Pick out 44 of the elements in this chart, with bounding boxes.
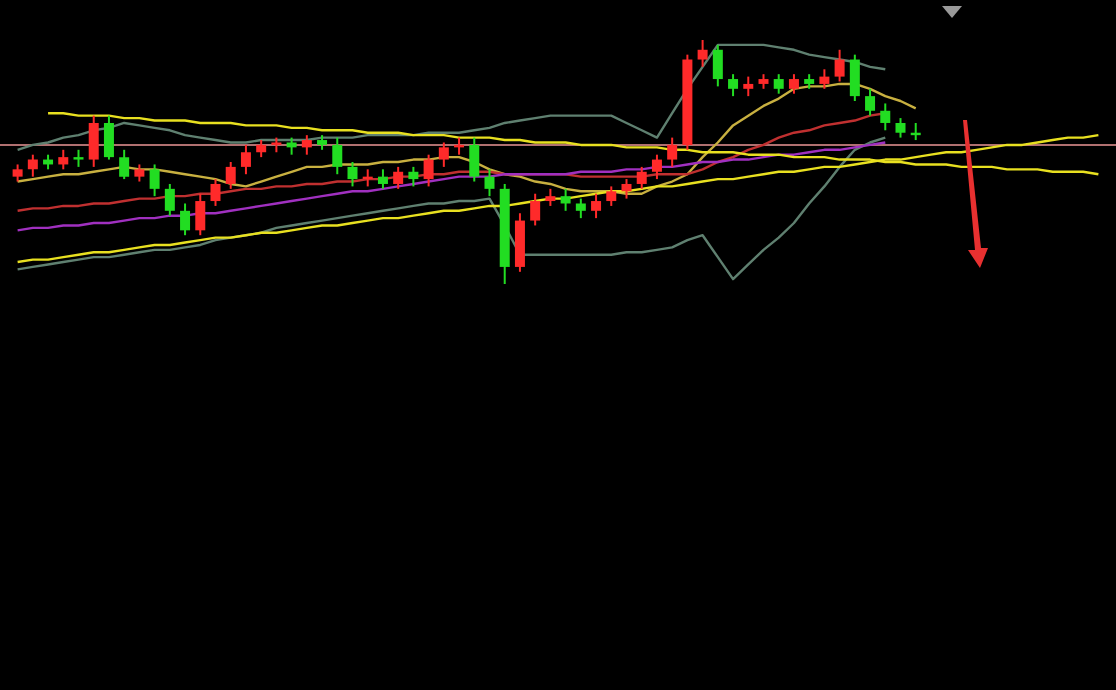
candlestick xyxy=(195,192,206,237)
candlestick xyxy=(651,153,662,181)
candlestick xyxy=(530,192,541,227)
candlestick xyxy=(332,136,343,176)
candlestick xyxy=(560,187,571,212)
candlestick xyxy=(728,73,739,98)
candlestick xyxy=(240,143,251,176)
candlestick xyxy=(58,148,69,171)
candlestick xyxy=(119,148,130,181)
candlestick xyxy=(423,153,434,188)
candlestick xyxy=(788,73,799,95)
candlestick xyxy=(606,185,617,207)
candlestick xyxy=(27,153,38,178)
candlestick xyxy=(88,114,99,168)
candlestick xyxy=(408,165,419,188)
candlestick xyxy=(225,161,236,190)
candlestick xyxy=(575,197,586,220)
candlestick xyxy=(377,168,388,190)
candlestick xyxy=(621,178,632,200)
candlestick xyxy=(880,102,891,132)
candlestick xyxy=(484,168,495,198)
candlestick xyxy=(834,48,845,83)
candlestick xyxy=(865,87,876,117)
candlestick xyxy=(301,134,312,156)
candlestick xyxy=(393,165,404,190)
candlestick xyxy=(697,39,708,68)
candlestick xyxy=(180,202,191,237)
candlestick xyxy=(469,136,480,183)
candlestick xyxy=(347,161,358,188)
candlestick xyxy=(773,73,784,95)
candlestick xyxy=(103,114,114,161)
candlestick xyxy=(712,43,723,88)
candlestick xyxy=(743,75,754,98)
candlestick xyxy=(514,212,525,273)
candlestick xyxy=(819,68,830,90)
candlestick xyxy=(591,192,602,220)
candlestick xyxy=(636,165,647,190)
candlestick xyxy=(667,136,678,168)
candlestick xyxy=(210,178,221,207)
candlestick xyxy=(849,53,860,103)
candlestick xyxy=(164,182,175,217)
candlestick xyxy=(438,141,449,168)
candlestick xyxy=(149,163,160,198)
candlestick xyxy=(895,117,906,139)
